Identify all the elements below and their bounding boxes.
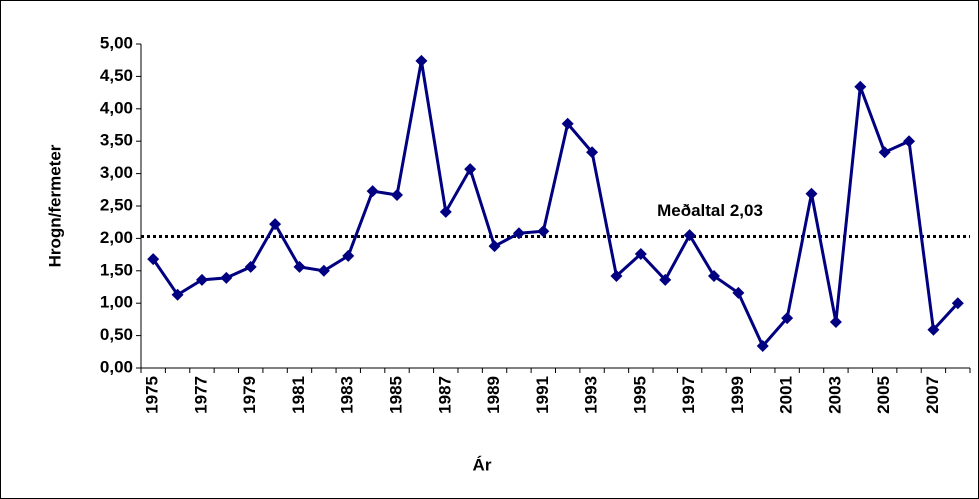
marker	[415, 54, 428, 67]
marker	[342, 249, 355, 262]
mean-label: Meðaltal 2,03	[657, 201, 763, 220]
marker	[244, 260, 257, 273]
marker	[220, 271, 233, 284]
marker	[707, 269, 720, 282]
y-tick-label: 2,00	[100, 228, 133, 247]
x-tick-label: 2007	[923, 376, 942, 414]
x-tick-label: 1985	[386, 376, 405, 414]
marker	[537, 225, 550, 238]
marker	[805, 187, 818, 200]
y-tick-label: 0,00	[100, 357, 133, 376]
marker	[561, 117, 574, 130]
x-tick-label: 1987	[435, 376, 454, 414]
x-tick-label: 1983	[338, 376, 357, 414]
x-tick-label: 1995	[630, 376, 649, 414]
marker	[171, 288, 184, 301]
marker	[293, 260, 306, 273]
x-tick-label: 1991	[533, 376, 552, 414]
marker	[586, 146, 599, 159]
marker	[951, 297, 964, 310]
marker	[317, 264, 330, 277]
y-tick-label: 3,00	[100, 163, 133, 182]
x-tick-label: 1999	[728, 376, 747, 414]
y-tick-label: 4,50	[100, 66, 133, 85]
marker	[634, 247, 647, 260]
series-line	[151, 60, 959, 349]
marker	[903, 135, 916, 148]
x-tick-label: 2001	[777, 376, 796, 414]
y-tick-label: 5,00	[100, 33, 133, 52]
marker	[464, 163, 477, 176]
marker	[659, 273, 672, 286]
marker	[439, 205, 452, 218]
marker	[732, 286, 745, 299]
marker	[781, 312, 794, 325]
x-tick-label: 1997	[679, 376, 698, 414]
marker	[195, 273, 208, 286]
y-tick-label: 0,50	[100, 325, 133, 344]
y-tick-label: 4,00	[100, 98, 133, 117]
marker	[512, 227, 525, 240]
marker	[366, 185, 379, 198]
y-tick-label: 1,50	[100, 260, 133, 279]
marker	[829, 315, 842, 328]
marker	[878, 146, 891, 159]
x-tick-label: 1993	[582, 376, 601, 414]
marker	[391, 188, 404, 201]
marker	[147, 253, 160, 266]
x-tick-label: 1977	[191, 376, 210, 414]
marker	[756, 339, 769, 352]
x-tick-label: 2003	[825, 376, 844, 414]
y-tick-label: 1,00	[100, 293, 133, 312]
x-tick-label: 1975	[143, 376, 162, 414]
marker	[488, 240, 501, 253]
x-tick-label: 1989	[484, 376, 503, 414]
marker	[269, 218, 282, 231]
marker	[683, 229, 696, 242]
x-tick-label: 1981	[289, 376, 308, 414]
y-tick-label: 2,50	[100, 195, 133, 214]
marker	[854, 80, 867, 93]
marker	[927, 323, 940, 336]
y-tick-label: 3,50	[100, 131, 133, 150]
x-tick-label: 2005	[874, 376, 893, 414]
marker	[610, 269, 623, 282]
y-axis-title: Hrogn/fermeter	[45, 144, 64, 267]
x-axis-title: Ár	[473, 455, 492, 474]
x-tick-label: 1979	[240, 376, 259, 414]
